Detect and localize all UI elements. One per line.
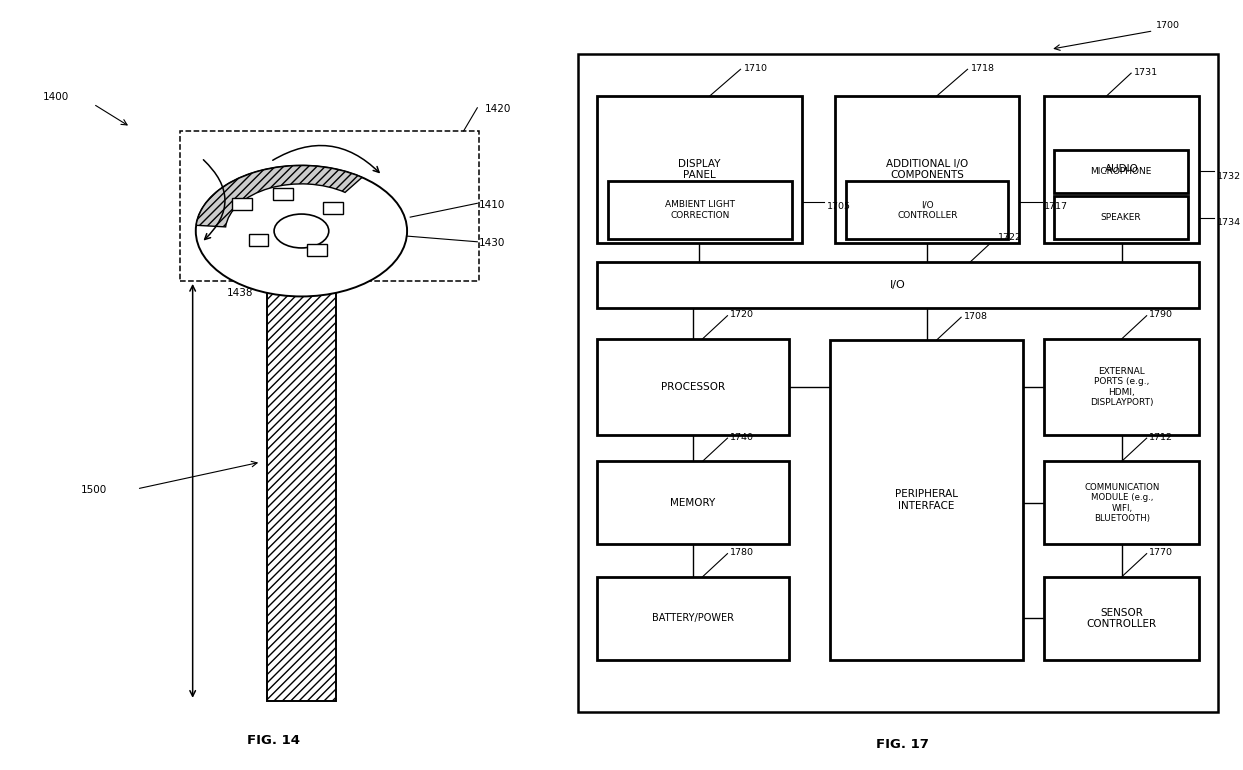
Bar (1054, 150, 1188, 192)
Text: FIG. 14: FIG. 14 (247, 734, 300, 747)
Circle shape (196, 166, 406, 296)
Bar (846, 181, 1008, 239)
Text: 1434: 1434 (291, 289, 318, 299)
Text: 1790: 1790 (1149, 310, 1173, 320)
Text: I/O
CONTROLLER: I/O CONTROLLER (897, 200, 957, 219)
Text: PERIPHERAL
INTERFACE: PERIPHERAL INTERFACE (895, 489, 958, 511)
Bar (597, 96, 802, 243)
Bar (830, 340, 1023, 660)
Text: 1732: 1732 (1217, 172, 1241, 181)
Text: 1720: 1720 (730, 310, 755, 320)
Text: 1438: 1438 (226, 289, 254, 299)
Bar (307, 244, 327, 256)
Text: 1780: 1780 (730, 548, 755, 557)
Bar (608, 181, 792, 239)
Text: 1712: 1712 (1149, 433, 1173, 442)
Text: 1718: 1718 (971, 64, 996, 73)
Bar (1044, 339, 1199, 435)
Bar (597, 339, 789, 435)
Text: 1708: 1708 (963, 312, 988, 321)
Text: SENSOR
CONTROLLER: SENSOR CONTROLLER (1086, 608, 1157, 629)
Text: ADDITIONAL I/O
COMPONENTS: ADDITIONAL I/O COMPONENTS (886, 159, 968, 180)
Bar (578, 54, 1218, 712)
Text: 1740: 1740 (730, 433, 755, 442)
Bar (273, 188, 293, 200)
Text: I/O: I/O (890, 280, 906, 290)
Text: MEMORY: MEMORY (670, 498, 716, 507)
Text: PROCESSOR: PROCESSOR (661, 382, 725, 392)
Text: 1430: 1430 (479, 239, 505, 249)
Text: 1705: 1705 (827, 203, 850, 211)
Text: FIG. 17: FIG. 17 (876, 738, 929, 751)
Bar (1044, 461, 1199, 544)
Text: 1400: 1400 (42, 92, 70, 102)
Text: 1700: 1700 (1156, 22, 1180, 31)
Text: 1500: 1500 (81, 485, 107, 495)
Text: 1410: 1410 (479, 200, 505, 210)
Bar (267, 270, 336, 701)
Text: 1770: 1770 (1149, 548, 1173, 557)
Text: BATTERY/POWER: BATTERY/POWER (653, 614, 733, 623)
Bar (1044, 577, 1199, 660)
Bar (597, 262, 1199, 308)
Text: 1717: 1717 (1044, 203, 1068, 211)
Text: EXTERNAL
PORTS (e.g.,
HDMI,
DISPLAYPORT): EXTERNAL PORTS (e.g., HDMI, DISPLAYPORT) (1090, 367, 1154, 407)
Wedge shape (196, 166, 362, 227)
Bar (323, 202, 343, 214)
Bar (1054, 196, 1188, 239)
Bar (597, 461, 789, 544)
Text: 1734: 1734 (1217, 218, 1241, 227)
Bar (267, 270, 336, 701)
Text: AMBIENT LIGHT
CORRECTION: AMBIENT LIGHT CORRECTION (665, 200, 735, 219)
Text: 1420: 1420 (485, 104, 511, 114)
Text: COMMUNICATION
MODULE (e.g.,
WIFI,
BLUETOOTH): COMMUNICATION MODULE (e.g., WIFI, BLUETO… (1084, 483, 1160, 523)
Text: DISPLAY
PANEL: DISPLAY PANEL (677, 159, 721, 180)
Text: AUDIO: AUDIO (1105, 165, 1139, 174)
Bar (249, 234, 268, 246)
Bar (1044, 96, 1199, 243)
Bar (180, 131, 479, 281)
Text: 1731: 1731 (1134, 68, 1157, 77)
Bar (835, 96, 1019, 243)
Circle shape (273, 214, 328, 248)
Bar (597, 577, 789, 660)
Text: 1722: 1722 (998, 233, 1022, 243)
Bar (232, 198, 252, 210)
Text: SPEAKER: SPEAKER (1101, 213, 1141, 222)
Text: MICROPHONE: MICROPHONE (1090, 167, 1152, 176)
Text: 1710: 1710 (745, 64, 768, 73)
